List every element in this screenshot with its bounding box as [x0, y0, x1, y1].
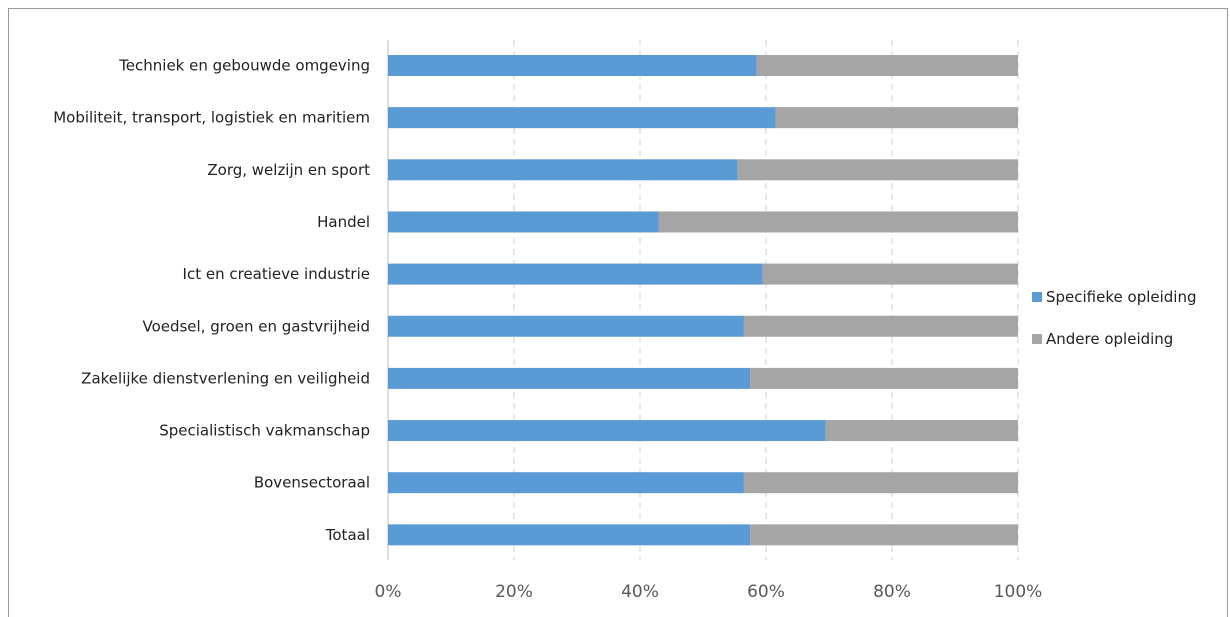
bar-andere-opleiding [825, 420, 1018, 442]
category-label: Voedsel, groen en gastvrijheid [142, 317, 370, 335]
bar-specifieke-opleiding [388, 315, 744, 337]
category-label: Bovensectoraal [254, 474, 370, 492]
category-label: Totaal [325, 526, 370, 544]
category-label: Zorg, welzijn en sport [207, 161, 370, 179]
x-tick-label: 0% [375, 582, 402, 602]
bar-specifieke-opleiding [388, 263, 763, 285]
bar-specifieke-opleiding [388, 367, 751, 389]
bar-andere-opleiding [750, 367, 1018, 389]
x-tick-label: 40% [621, 582, 659, 602]
bar-andere-opleiding [658, 211, 1018, 233]
legend-label: Specifieke opleiding [1046, 288, 1197, 306]
bar-specifieke-opleiding [388, 524, 751, 546]
legend-swatch [1032, 292, 1042, 302]
legend: Specifieke opleiding Andere opleiding [1032, 288, 1197, 348]
bar-specifieke-opleiding [388, 107, 776, 129]
x-tick-labels: 0% 20% 40% 60% 80% 100% [375, 582, 1043, 602]
category-labels: Techniek en gebouwde omgeving Mobiliteit,… [53, 57, 370, 544]
category-label: Techniek en gebouwde omgeving [118, 57, 370, 75]
bar-andere-opleiding [737, 159, 1018, 181]
bar-specifieke-opleiding [388, 420, 826, 442]
x-tick-label: 100% [994, 582, 1043, 602]
bar-andere-opleiding [762, 263, 1018, 285]
bar-andere-opleiding [756, 55, 1018, 76]
x-tick-label: 20% [495, 582, 533, 602]
bar-specifieke-opleiding [388, 55, 757, 76]
bar-andere-opleiding [750, 524, 1018, 546]
category-label: Specialistisch vakmanschap [159, 422, 370, 440]
bar-specifieke-opleiding [388, 159, 738, 181]
legend-swatch [1032, 334, 1042, 344]
bar-andere-opleiding [775, 107, 1018, 129]
category-label: Zakelijke dienstverlening en veiligheid [81, 369, 370, 387]
bar-specifieke-opleiding [388, 472, 744, 494]
chart-frame [8, 8, 1228, 617]
x-tick-label: 60% [747, 582, 785, 602]
category-label: Mobiliteit, transport, logistiek en mari… [53, 109, 370, 127]
x-tick-label: 80% [873, 582, 911, 602]
bar-andere-opleiding [743, 472, 1018, 494]
bar-andere-opleiding [743, 315, 1018, 337]
legend-label: Andere opleiding [1046, 330, 1173, 348]
bar-specifieke-opleiding [388, 211, 659, 233]
category-label: Handel [317, 213, 370, 231]
category-label: Ict en creatieve industrie [183, 265, 370, 283]
bars [388, 55, 1018, 546]
